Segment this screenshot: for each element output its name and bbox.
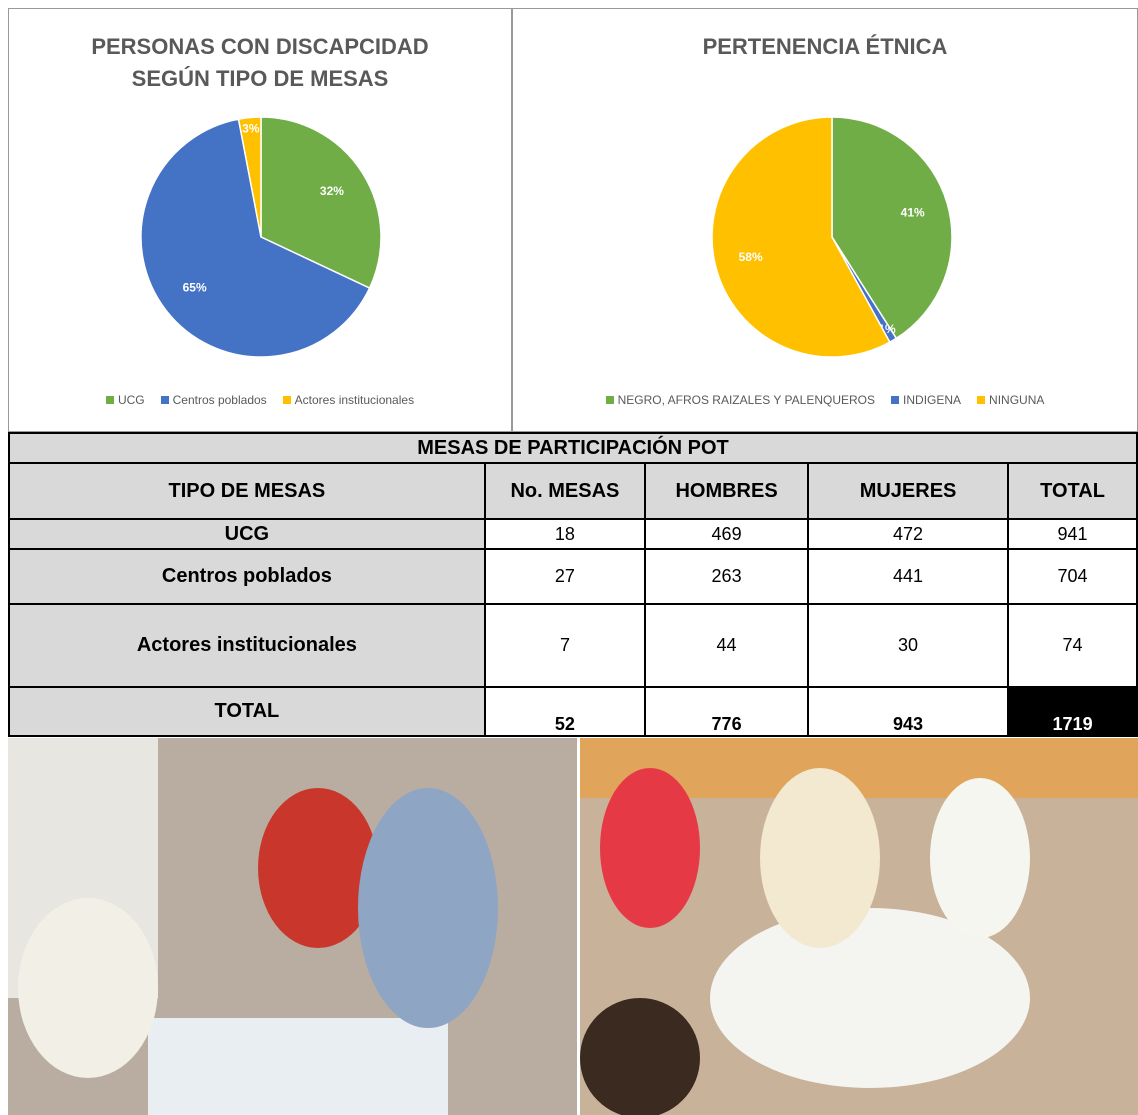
photo — [8, 738, 577, 1115]
header-cell: No. MESAS — [485, 463, 645, 519]
header-cell: TIPO DE MESAS — [9, 463, 485, 519]
row-label: TOTAL — [9, 687, 485, 736]
table-cell: 943 — [808, 687, 1008, 736]
legend-swatch — [606, 396, 614, 404]
table-cell: 74 — [1008, 604, 1137, 687]
chart-panel: PERSONAS CON DISCAPCIDAD SEGÚN TIPO DE M… — [8, 8, 512, 432]
data-label: 3% — [242, 122, 260, 136]
data-label: 58% — [739, 250, 763, 264]
table-cell: 441 — [808, 549, 1008, 604]
table-title: MESAS DE PARTICIPACIÓN POT — [9, 433, 1137, 463]
header-cell: MUJERES — [808, 463, 1008, 519]
table-cell: 776 — [645, 687, 808, 736]
legend: NEGRO, AFROS RAIZALES Y PALENQUEROS INDIG… — [513, 393, 1137, 407]
legend-label: UCG — [118, 393, 145, 407]
legend-label: NEGRO, AFROS RAIZALES Y PALENQUEROS — [618, 393, 875, 407]
table-cell: 941 — [1008, 519, 1137, 549]
table-cell: 472 — [808, 519, 1008, 549]
header-cell: TOTAL — [1008, 463, 1137, 519]
table-cell: 7 — [485, 604, 645, 687]
table-cell: 263 — [645, 549, 808, 604]
table-cell: 30 — [808, 604, 1008, 687]
legend-label: NINGUNA — [989, 393, 1044, 407]
legend-item: NINGUNA — [977, 393, 1044, 407]
row-label: UCG — [9, 519, 485, 549]
legend-item: Centros poblados — [161, 393, 267, 407]
table-cell: 18 — [485, 519, 645, 549]
header-cell: HOMBRES — [645, 463, 808, 519]
data-label: 41% — [901, 206, 925, 220]
legend-item: Actores institucionales — [283, 393, 414, 407]
row-label: Actores institucionales — [9, 604, 485, 687]
photo — [580, 738, 1138, 1115]
legend-swatch — [977, 396, 985, 404]
legend-label: INDIGENA — [903, 393, 961, 407]
table-cell: 44 — [645, 604, 808, 687]
table-cell: 52 — [485, 687, 645, 736]
table-cell: 1719 — [1008, 687, 1137, 736]
pie: 41%1%58% — [513, 9, 1138, 389]
table-cell: 469 — [645, 519, 808, 549]
legend-item: INDIGENA — [891, 393, 961, 407]
legend-swatch — [283, 396, 291, 404]
legend-item: NEGRO, AFROS RAIZALES Y PALENQUEROS — [606, 393, 875, 407]
table-title-row: MESAS DE PARTICIPACIÓN POT — [9, 433, 1137, 463]
table-cell: 704 — [1008, 549, 1137, 604]
legend-item: UCG — [106, 393, 145, 407]
legend-swatch — [891, 396, 899, 404]
legend-swatch — [106, 396, 114, 404]
legend-label: Actores institucionales — [295, 393, 414, 407]
row-label: Centros poblados — [9, 549, 485, 604]
data-label: 65% — [183, 281, 207, 295]
legend-label: Centros poblados — [173, 393, 267, 407]
legend: UCG Centros poblados Actores institucional… — [9, 393, 511, 407]
page: PERSONAS CON DISCAPCIDAD SEGÚN TIPO DE M… — [0, 0, 1138, 1115]
pie: 32% 65% 3% — [9, 9, 513, 389]
data-label: 32% — [320, 184, 344, 198]
chart-panel: PERTENENCIA ÉTNICA 41%1%58%NEGRO, AFROS … — [512, 8, 1138, 432]
table-cell: 27 — [485, 549, 645, 604]
legend-swatch — [161, 396, 169, 404]
